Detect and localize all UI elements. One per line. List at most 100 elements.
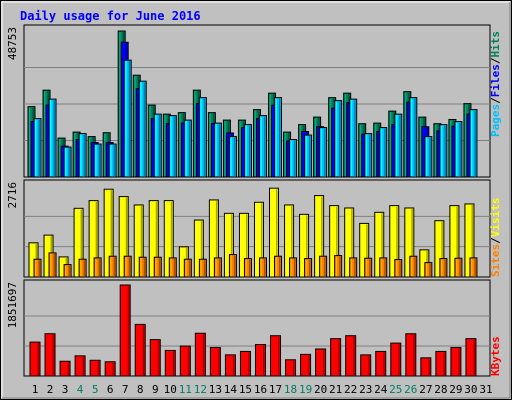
bar-pages-day-17-shadow [279,98,281,176]
bar-visits-day-28-highlight [435,221,438,276]
bar-kbytes-day-5 [89,359,101,377]
bar-hits-day-24-highlight [374,124,377,176]
bar-pages-day-17-highlight [275,98,278,176]
bottom-panel-max-label: 1851697 [6,282,19,328]
bar-pages-day-28-shadow [444,125,446,176]
x-tick-label-day-18: 18 [284,383,297,396]
bar-hits-day-17-highlight [269,94,272,176]
bar-kbytes-day-7-highlight [121,286,123,375]
bar-sites-day-26-highlight [410,257,413,276]
bar-kbytes-day-25 [390,342,402,377]
bar-kbytes-day-26-shadow [413,334,415,375]
bar-hits-day-19-highlight [299,125,302,176]
bar-sites-day-2 [48,252,57,278]
middle-panel-legend: Sites/Visits [489,198,502,278]
bar-visits-day-29-highlight [450,206,453,276]
x-tick-label-day-15: 15 [239,383,252,396]
bar-pages-day-21 [334,100,343,178]
bar-files-day-16-highlight [257,119,259,176]
bar-pages-day-11 [183,119,192,178]
bar-pages-day-8-shadow [143,82,146,176]
bar-visits-day-6-shadow [110,190,113,276]
bar-hits-day-18-highlight [284,133,287,176]
bar-pages-day-2-highlight [50,100,52,176]
bar-visits-day-5-shadow [95,201,98,276]
bar-sites-day-13-highlight [215,258,217,276]
bar-sites-day-25-highlight [395,260,398,276]
bar-sites-day-23-shadow [369,259,371,276]
x-tick-label-day-2: 2 [47,383,54,396]
x-tick-label-day-16: 16 [254,383,267,396]
bar-pages-day-3-shadow [68,148,71,176]
bar-pages-day-14 [228,136,237,178]
bar-visits-day-2-highlight [45,236,47,276]
bar-pages-day-21-highlight [335,101,338,176]
x-tick-label-day-19: 19 [299,383,312,396]
bar-sites-day-9-highlight [155,258,157,276]
bar-visits-day-30-shadow [471,204,473,276]
bar-visits-day-10-shadow [170,201,173,276]
bar-kbytes-day-9-highlight [151,340,153,375]
bar-kbytes-day-14 [224,354,236,377]
bar-kbytes-day-11-highlight [181,347,183,375]
bar-visits-day-19-shadow [306,215,308,276]
bar-files-day-4-highlight [77,140,79,176]
bar-kbytes-day-20 [315,348,327,377]
bar-pages-day-29-highlight [455,122,458,176]
bar-kbytes-day-7-shadow [127,286,130,375]
bar-sites-day-1-highlight [35,260,37,276]
bar-sites-day-9-shadow [158,258,161,276]
bar-kbytes-day-18-highlight [286,360,289,375]
bar-kbytes-day-4 [74,355,86,377]
bar-files-day-8-highlight [137,89,139,176]
bar-pages-day-22-shadow [354,100,356,176]
bar-kbytes-day-25-highlight [391,344,394,375]
bar-pages-day-18-highlight [290,140,293,176]
x-tick-label-day-20: 20 [314,383,327,396]
bar-visits-day-24-highlight [375,213,378,276]
bar-sites-day-7-highlight [125,257,127,276]
bar-kbytes-day-1 [29,341,41,377]
bar-kbytes-day-22 [345,335,357,377]
bar-pages-day-25 [394,113,403,178]
bar-pages-day-23-highlight [365,134,368,176]
bar-sites-day-28-shadow [444,259,446,276]
bar-visits-day-23-highlight [360,224,363,276]
bar-kbytes-day-27-highlight [421,358,424,375]
bar-files-day-5-highlight [92,143,94,176]
bar-visits-day-11-highlight [180,247,182,276]
x-tick-label-day-13: 13 [209,383,222,396]
bar-pages-day-2 [48,98,57,178]
bar-visits-day-12-highlight [195,221,197,276]
bar-pages-day-24-shadow [384,128,386,176]
bar-pages-day-13-shadow [218,124,221,176]
bar-visits-day-21-highlight [330,206,333,276]
bar-pages-day-24-highlight [380,128,383,176]
bar-pages-day-12 [198,97,207,178]
bar-pages-day-8 [138,80,147,178]
bar-visits-day-15-highlight [240,214,242,276]
bar-sites-day-25-shadow [399,260,401,276]
bar-kbytes-day-8-shadow [142,325,145,375]
bar-visits-day-26-shadow [411,208,413,276]
legend-visits: Visits [489,198,502,238]
x-tick-label-day-3: 3 [62,383,69,396]
bar-kbytes-day-5-shadow [97,361,100,375]
bar-kbytes-day-5-highlight [91,361,93,375]
x-tick-label-day-14: 14 [224,383,238,396]
bar-files-day-1-highlight [32,122,34,176]
bar-sites-day-5 [93,257,102,278]
bar-pages-day-4-highlight [80,134,82,176]
legend-separator: / [489,57,502,64]
bar-pages-day-26 [409,97,418,178]
bar-sites-day-8 [138,256,147,278]
bar-pages-day-14-highlight [230,137,232,176]
bar-sites-day-30-shadow [474,258,476,276]
bar-pages-day-27-shadow [429,137,431,176]
bar-sites-day-27 [424,262,433,278]
x-tick-label-day-1: 1 [32,383,39,396]
bar-sites-day-5-highlight [95,258,97,276]
bar-hits-day-27-highlight [419,118,422,176]
bar-sites-day-23-highlight [365,259,368,276]
